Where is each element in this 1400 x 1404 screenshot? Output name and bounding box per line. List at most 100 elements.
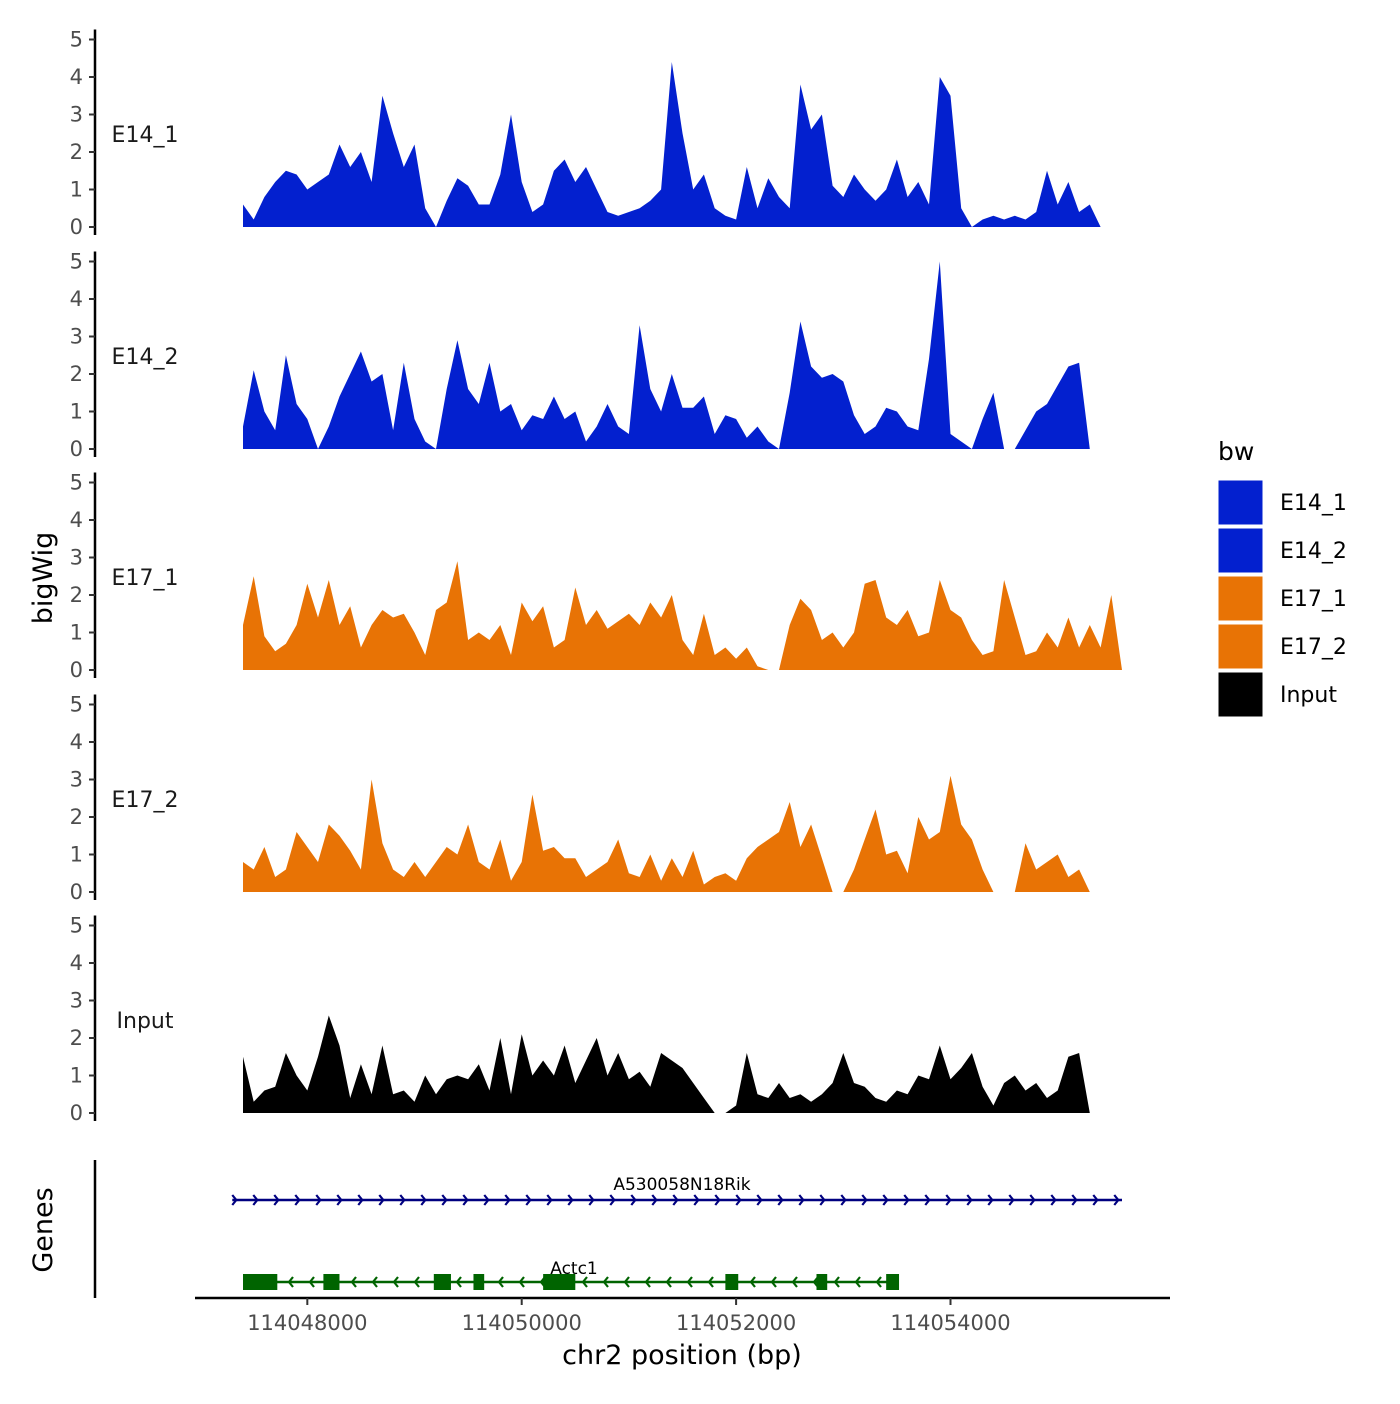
y-tick-label: 4: [70, 287, 83, 311]
gene-label: A530058N18Rik: [613, 1175, 750, 1195]
strand-arrow: [371, 1276, 378, 1288]
track-label: E14_1: [112, 123, 179, 148]
x-tick-label: 114054000: [890, 1311, 1010, 1335]
strand-arrow: [252, 1194, 259, 1206]
strand-arrow: [399, 1194, 406, 1206]
coverage-area-e14_1: [243, 62, 1122, 227]
strand-arrow: [924, 1194, 931, 1206]
strand-arrow: [567, 1194, 574, 1206]
legend-swatch: [1217, 623, 1264, 670]
strand-arrow: [707, 1276, 714, 1288]
strand-arrow: [518, 1276, 525, 1288]
exon: [473, 1274, 485, 1290]
strand-arrow: [287, 1276, 294, 1288]
y-tick-label: 2: [70, 140, 83, 164]
strand-arrow: [1092, 1194, 1099, 1206]
strand-arrow: [945, 1194, 952, 1206]
exon: [433, 1274, 451, 1290]
legend-swatch: [1217, 671, 1264, 718]
gene-a530058n18rik: A530058N18Rik: [231, 1175, 1122, 1206]
strand-arrow: [749, 1276, 756, 1288]
strand-arrow: [665, 1276, 672, 1288]
genes-track: A530058N18Rik Actc1: [93, 1160, 1122, 1298]
y-tick-label: 5: [70, 471, 83, 495]
y-tick-label: 0: [70, 1101, 83, 1125]
track-e14_1: 0 1 2 3 4 5 E14_1: [70, 28, 1122, 239]
strand-arrow: [966, 1194, 973, 1206]
strand-arrow: [735, 1194, 742, 1206]
legend-title: bw: [1218, 437, 1254, 466]
strand-arrow: [819, 1194, 826, 1206]
y-tick-label: 4: [70, 951, 83, 975]
y-tick-label: 2: [70, 1026, 83, 1050]
track-e14_2: 0 1 2 3 4 5 E14_2: [70, 250, 1122, 461]
strand-arrow: [546, 1194, 553, 1206]
y-tick-label: 5: [70, 250, 83, 274]
strand-arrow: [623, 1276, 630, 1288]
strand-arrow: [630, 1194, 637, 1206]
strand-arrow: [1050, 1194, 1057, 1206]
legend-item-e17_2: E17_2: [1217, 623, 1347, 670]
y-axis-title: bigWig: [28, 532, 59, 625]
coverage-area-e17_2: [243, 775, 1122, 892]
legend-swatch: [1217, 527, 1264, 574]
y-tick-label: 0: [70, 437, 83, 461]
gene-actc1: Actc1: [243, 1259, 900, 1290]
strand-arrow: [378, 1194, 385, 1206]
y-tick-label: 5: [70, 28, 83, 52]
y-tick-label: 3: [70, 325, 83, 349]
strand-arrow: [273, 1194, 280, 1206]
x-tick-label: 114050000: [462, 1311, 582, 1335]
legend-label: E17_2: [1280, 635, 1347, 660]
strand-arrow: [1008, 1194, 1015, 1206]
x-tick-label: 114052000: [676, 1311, 796, 1335]
legend-label: E14_1: [1280, 491, 1347, 516]
legend-label: Input: [1280, 683, 1337, 708]
y-tick-label: 2: [70, 583, 83, 607]
coverage-area-e17_1: [243, 561, 1122, 670]
strand-arrow: [455, 1276, 462, 1288]
strand-arrow: [504, 1194, 511, 1206]
coverage-area-input: [243, 1015, 1122, 1113]
strand-arrow: [1113, 1194, 1120, 1206]
strand-arrow: [770, 1276, 777, 1288]
strand-arrow: [903, 1194, 910, 1206]
legend-item-e17_1: E17_1: [1217, 575, 1347, 622]
exon: [243, 1274, 278, 1290]
x-tick-label: 114048000: [247, 1311, 367, 1335]
y-tick-label: 1: [70, 178, 83, 202]
y-tick-label: 1: [70, 1064, 83, 1088]
strand-arrow: [840, 1194, 847, 1206]
legend-swatch: [1217, 575, 1264, 622]
strand-arrow: [308, 1276, 315, 1288]
y-tick-label: 2: [70, 362, 83, 386]
strand-arrow: [336, 1194, 343, 1206]
y-tick-label: 2: [70, 805, 83, 829]
strand-arrow: [602, 1276, 609, 1288]
y-tick-label: 0: [70, 880, 83, 904]
track-label: E17_2: [112, 788, 179, 813]
strand-arrow: [987, 1194, 994, 1206]
legend-swatch: [1217, 479, 1264, 526]
strand-arrow: [875, 1276, 882, 1288]
legend: bw E14_1 E14_2 E17_1 E17_2 Input: [1217, 437, 1347, 718]
exon: [725, 1274, 739, 1290]
track-e17_2: 0 1 2 3 4 5 E17_2: [70, 693, 1122, 904]
y-tick-label: 0: [70, 658, 83, 682]
strand-arrow: [357, 1194, 364, 1206]
y-tick-label: 3: [70, 768, 83, 792]
strand-arrow: [497, 1276, 504, 1288]
strand-arrow: [791, 1276, 798, 1288]
y-tick-label: 0: [70, 215, 83, 239]
y-tick-label: 3: [70, 989, 83, 1013]
y-tick-label: 1: [70, 843, 83, 867]
y-tick-label: 4: [70, 730, 83, 754]
strand-arrow: [588, 1194, 595, 1206]
legend-label: E17_1: [1280, 587, 1347, 612]
gene-label: Actc1: [550, 1259, 598, 1279]
strand-arrow: [693, 1194, 700, 1206]
y-tick-label: 1: [70, 400, 83, 424]
coverage-area-e14_2: [243, 261, 1122, 449]
strand-arrow: [483, 1194, 490, 1206]
